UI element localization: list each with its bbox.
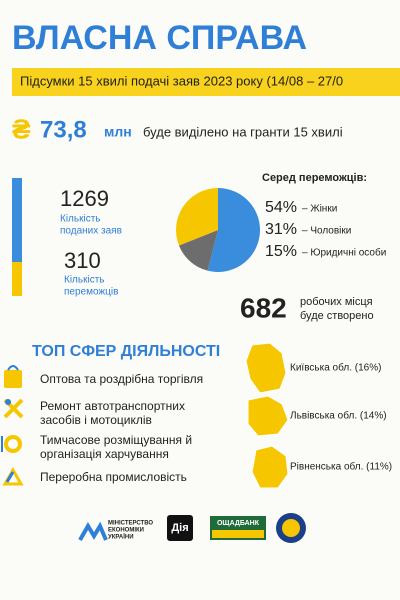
subtitle: Підсумки 15 хвилі подачі заяв 2023 року … xyxy=(20,73,343,88)
pie-slice xyxy=(207,187,261,272)
winner-percent: 31% xyxy=(265,221,297,238)
winners-title: Серед переможців: xyxy=(262,172,367,184)
sectors-title: ТОП СФЕР ДІЯЛЬНОСТІ xyxy=(32,343,220,360)
sector-label: Тимчасове розміщування й xyxy=(40,433,192,447)
logo-text: ОЩАДБАНК xyxy=(217,520,260,527)
title: ВЛАСНА СПРАВА xyxy=(12,19,307,57)
icons xyxy=(1,365,24,486)
winner-percent: 54% xyxy=(265,199,297,216)
logo-text: ЕКОНОМІКИ xyxy=(108,528,144,534)
stat-value: 310 xyxy=(64,248,101,273)
sector-label: Переробна промисловість xyxy=(40,470,187,484)
winner-label: – Чоловіки xyxy=(302,226,351,237)
sector-label: Ремонт автотранспортних xyxy=(40,399,185,413)
sector-list: Оптова та роздрібна торгівля Ремонт автот… xyxy=(40,372,203,484)
jobs-value: 682 xyxy=(240,292,287,323)
stat-label: поданих заяв xyxy=(60,226,122,237)
stat-value: 1269 xyxy=(60,186,109,211)
bar-deco xyxy=(12,262,22,296)
stat-label: Кількість xyxy=(60,214,100,225)
bar-deco xyxy=(12,178,22,262)
maps xyxy=(245,342,289,489)
winner-label: – Жінки xyxy=(302,204,337,215)
region-list: Київська обл. (16%) Львівська обл. (14%) Р… xyxy=(290,362,392,473)
sector-label: організація харчування xyxy=(40,447,169,461)
logos: МІНІСТЕРСТВО ЕКОНОМІКИ УКРАЇНИ Дія ОЩАДБ… xyxy=(78,513,306,543)
logo-text: УКРАЇНИ xyxy=(108,534,134,541)
unit: млн xyxy=(104,124,132,140)
region-label: Львівська обл. (14%) xyxy=(290,410,387,422)
winner-label: – Юридичні особи xyxy=(302,247,386,259)
stat-label: переможців xyxy=(64,287,118,298)
winners-list: 54% – Жінки 31% – Чоловіки 15% – Юридичні осо… xyxy=(265,199,386,260)
sector-label: Оптова та роздрібна торгівля xyxy=(40,372,203,386)
logo-text: МІНІСТЕРСТВО xyxy=(108,521,153,527)
pie-slice xyxy=(178,230,218,271)
stat-label: Кількість xyxy=(64,275,104,286)
grants-text: буде виділено на гранти 15 хвилі xyxy=(143,124,343,139)
region-label: Рівненська обл. (11%) xyxy=(290,461,392,473)
pie-slice xyxy=(175,187,218,246)
jobs-label: буде створено xyxy=(300,310,374,322)
jobs-label: робочих місця xyxy=(300,296,373,308)
logo-text: Дія xyxy=(171,522,188,534)
pie xyxy=(175,187,261,272)
banner xyxy=(12,68,400,96)
amount: 73,8 xyxy=(40,116,87,143)
region-label: Київська обл. (16%) xyxy=(290,362,381,374)
sector-label: засобів і мотоциклів xyxy=(40,413,152,427)
winner-percent: 15% xyxy=(265,243,297,260)
currency: ₴ xyxy=(12,113,31,144)
